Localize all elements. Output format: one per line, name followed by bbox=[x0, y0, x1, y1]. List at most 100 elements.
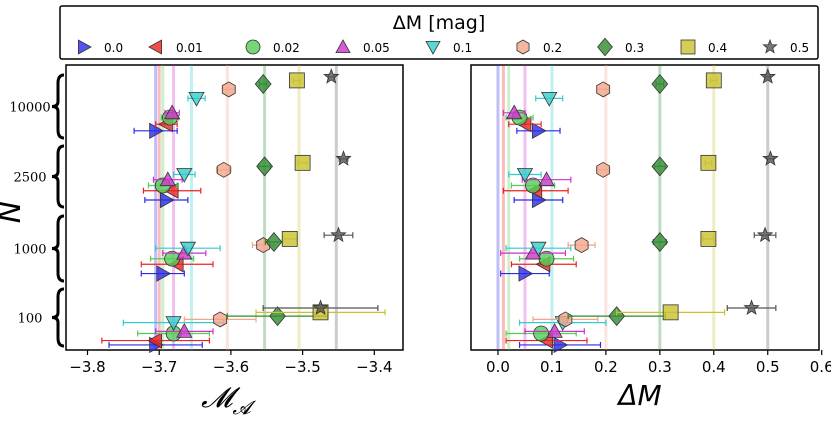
data-point bbox=[505, 241, 572, 257]
marker-diamond bbox=[608, 306, 626, 327]
marker-diamond bbox=[265, 232, 283, 252]
legend-marker-0_0 bbox=[78, 39, 92, 55]
marker-tri-up bbox=[505, 104, 523, 120]
legend-marker-0_3 bbox=[597, 37, 613, 57]
legend-marker-0_01 bbox=[148, 39, 163, 55]
marker-tri-left bbox=[163, 182, 179, 199]
marker-square bbox=[288, 72, 305, 89]
marker-square bbox=[281, 231, 298, 247]
x-tick-label: 0.1 bbox=[540, 358, 564, 376]
x-tick-label: 0.5 bbox=[756, 358, 780, 376]
marker-hexagon bbox=[213, 311, 228, 328]
marker-tri-right bbox=[159, 191, 175, 209]
data-point bbox=[183, 311, 257, 328]
marker-star bbox=[756, 226, 774, 243]
marker-tri-down bbox=[541, 92, 558, 107]
x-tick-label: −3.7 bbox=[141, 358, 177, 376]
right-x-axis-label: ΔM bbox=[616, 379, 661, 412]
x-tick-label: −3.6 bbox=[213, 358, 249, 376]
data-point bbox=[163, 104, 181, 120]
data-point bbox=[700, 154, 717, 171]
marker-tri-right bbox=[518, 265, 534, 282]
marker-diamond bbox=[651, 156, 669, 177]
data-point bbox=[700, 231, 717, 247]
data-point bbox=[215, 161, 232, 178]
left-x-axis-label: 𝓜𝓐 bbox=[201, 381, 256, 419]
legend-marker-0_02 bbox=[245, 39, 261, 55]
group-brace bbox=[51, 214, 65, 283]
marker-star bbox=[743, 299, 760, 315]
left-points bbox=[101, 68, 386, 354]
data-point bbox=[651, 232, 669, 252]
left-panel: −3.8 −3.7 −3.6 −3.5 −3.4 10000 2500 1000 100 𝓜𝓐 bbox=[9, 64, 404, 419]
data-point bbox=[142, 182, 202, 199]
data-point bbox=[651, 74, 669, 94]
data-point bbox=[508, 168, 542, 183]
group-brace bbox=[51, 73, 65, 140]
right-panel-frame bbox=[470, 64, 820, 351]
data-point bbox=[155, 241, 221, 257]
data-point bbox=[122, 316, 225, 331]
group-label: 1000 bbox=[13, 243, 46, 258]
marker-tri-down bbox=[179, 241, 197, 257]
data-point bbox=[294, 154, 311, 171]
legend-label-0_0: 0.0 bbox=[104, 41, 123, 55]
x-tick-label: −3.4 bbox=[356, 358, 392, 376]
marker-square bbox=[700, 154, 717, 171]
legend-label-0_2: 0.2 bbox=[543, 41, 562, 55]
data-point bbox=[152, 171, 183, 187]
marker-tri-right bbox=[532, 122, 547, 139]
data-point bbox=[567, 306, 666, 327]
group-label: 10000 bbox=[9, 101, 50, 116]
data-point bbox=[521, 171, 572, 187]
marker-tri-up bbox=[546, 323, 563, 338]
marker-tri-down bbox=[176, 168, 193, 183]
data-point bbox=[596, 161, 611, 178]
group-brace bbox=[51, 287, 65, 348]
marker-hexagon bbox=[221, 81, 236, 98]
marker-tri-down bbox=[516, 168, 534, 183]
data-point bbox=[759, 68, 776, 84]
right-x-ticks: 0.0 0.1 0.2 0.3 0.4 0.5 0.6 bbox=[486, 350, 831, 376]
marker-hexagon bbox=[574, 237, 589, 254]
data-point bbox=[256, 156, 274, 177]
data-point bbox=[502, 104, 526, 120]
marker-star bbox=[759, 68, 776, 84]
group-label: 2500 bbox=[13, 171, 46, 186]
marker-star bbox=[762, 150, 779, 166]
data-point bbox=[254, 74, 272, 94]
left-n-groups: 10000 2500 1000 100 bbox=[9, 73, 65, 348]
data-point bbox=[323, 226, 354, 243]
marker-diamond bbox=[269, 306, 286, 327]
data-point bbox=[500, 265, 550, 282]
x-tick-label: 0.6 bbox=[810, 358, 831, 376]
marker-square bbox=[700, 231, 717, 247]
data-point bbox=[616, 304, 726, 321]
group-label: 100 bbox=[18, 312, 43, 327]
data-point bbox=[226, 306, 329, 327]
data-point bbox=[651, 156, 669, 177]
legend-label-0_4: 0.4 bbox=[708, 41, 727, 55]
legend-marker-0_1 bbox=[425, 41, 441, 55]
data-point bbox=[221, 81, 236, 98]
data-point bbox=[140, 265, 185, 282]
group-brace bbox=[51, 144, 65, 209]
marker-tri-right bbox=[156, 265, 172, 282]
data-point bbox=[596, 81, 611, 98]
marker-hexagon bbox=[558, 311, 573, 328]
marker-diamond bbox=[651, 74, 669, 94]
marker-tri-down bbox=[165, 316, 182, 331]
data-point bbox=[264, 232, 284, 252]
data-point bbox=[500, 244, 567, 260]
left-reference-lines bbox=[154, 65, 338, 350]
marker-tri-up bbox=[176, 323, 193, 338]
data-point bbox=[187, 92, 206, 107]
left-x-axis-label-sub: 𝓐 bbox=[233, 397, 257, 419]
x-tick-label: 0.2 bbox=[594, 358, 618, 376]
data-point bbox=[535, 92, 564, 107]
marker-tri-right bbox=[149, 122, 164, 139]
marker-circle bbox=[533, 325, 550, 342]
marker-tri-up bbox=[163, 104, 181, 120]
legend: ΔM [mag] 0.0 0.01 0.02 0.05 0.1 0.2 0.3 0.4 0.5 bbox=[59, 5, 819, 60]
